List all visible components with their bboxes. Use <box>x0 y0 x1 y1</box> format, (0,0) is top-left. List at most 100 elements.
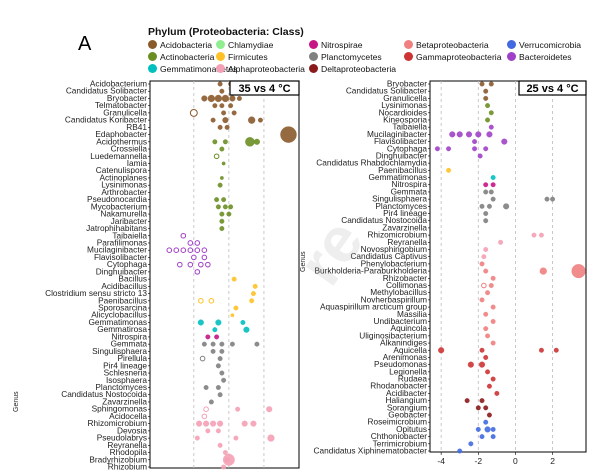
data-point <box>457 448 463 454</box>
panel-letter: A <box>78 33 92 55</box>
legend-item: Gemmatimonadetes <box>148 64 237 74</box>
data-point <box>464 398 470 404</box>
data-point <box>571 264 586 279</box>
data-point <box>222 450 228 455</box>
data-point <box>465 131 473 138</box>
y-tick-label: Luedemannella <box>90 151 147 161</box>
y-tick-label: Gemmata <box>391 186 428 196</box>
y-tick-label: Mucilaginibacter <box>87 245 147 255</box>
data-point <box>194 247 201 254</box>
data-point <box>221 197 227 203</box>
y-tick-label: Opitutus <box>396 424 427 434</box>
data-point <box>219 88 225 94</box>
data-point <box>498 239 504 245</box>
data-point <box>488 110 494 116</box>
data-point <box>219 176 224 180</box>
legend-swatch <box>216 40 225 49</box>
data-point <box>196 420 203 427</box>
y-tick-label: Cytophaga <box>107 259 148 269</box>
y-tick-label: Planctomyces <box>95 382 147 392</box>
data-point <box>488 189 494 195</box>
legend-swatch <box>404 40 413 49</box>
legend-label: Deltaproteobacteria <box>321 64 397 74</box>
data-point <box>215 363 221 369</box>
y-tick-label: Singulisphaera <box>92 346 147 356</box>
y-tick-label: Devosia <box>117 425 147 435</box>
legend-swatch <box>216 64 225 73</box>
y-tick-label: Uliginosibacterium <box>359 330 427 340</box>
y-axis-title-left: Genus <box>13 391 20 412</box>
data-point <box>219 341 225 347</box>
data-point <box>221 464 227 470</box>
data-point <box>486 203 492 209</box>
data-point <box>201 254 208 261</box>
y-tick-label: Rhodopila <box>110 447 148 457</box>
data-point <box>213 153 220 160</box>
y-tick-label: Taibaiella <box>112 230 147 240</box>
y-tick-label: Catenulispora <box>96 165 148 175</box>
data-point <box>490 340 496 346</box>
y-tick-label: Granulicella <box>103 107 147 117</box>
y-tick-label: Candidatus Rhabdochlamydia <box>316 158 427 168</box>
y-tick-label: Candidatus Captivus <box>350 251 427 261</box>
y-tick-label: Nakamurella <box>100 209 147 219</box>
legend-label: Firmicutes <box>228 52 268 62</box>
data-point <box>217 420 224 427</box>
y-tick-label: Pseudolabrys <box>97 433 147 443</box>
data-point <box>483 419 489 425</box>
data-point <box>201 247 208 254</box>
y-tick-label: Granulicella <box>383 93 427 103</box>
data-point <box>205 334 211 340</box>
y-tick-label: Novherbaspirillum <box>361 294 427 304</box>
data-point <box>201 95 208 102</box>
y-tick-label: Mucilaginibacter <box>367 129 427 139</box>
y-tick-label: Acidothermus <box>96 136 147 146</box>
data-point <box>221 161 226 166</box>
y-tick-label: Acidibacillus <box>101 281 147 291</box>
legend-item: Planctomycetes <box>309 52 382 62</box>
y-tick-label: Sporosarcina <box>98 303 147 313</box>
data-point <box>222 204 228 210</box>
data-point <box>215 319 222 326</box>
y-axis-title-right: Genus <box>300 251 307 272</box>
x-tick-label: 2 <box>550 456 555 466</box>
data-point <box>212 103 218 109</box>
data-point <box>240 320 246 325</box>
data-point <box>210 341 216 347</box>
data-point <box>215 204 221 210</box>
legend-item: Verrucomicrobia <box>507 40 581 50</box>
data-point <box>203 385 209 390</box>
data-point <box>248 116 256 124</box>
legend-swatch <box>404 52 413 61</box>
legend-label: Chlamydiae <box>228 40 274 50</box>
data-point <box>449 131 456 138</box>
data-point <box>231 276 237 282</box>
y-tick-label: Undibacterium <box>374 316 428 326</box>
y-tick-label: Clostridium sensu stricto 13 <box>45 288 147 298</box>
y-tick-label: Bryobacter <box>107 93 147 103</box>
y-tick-label: Sphingomonas <box>92 404 147 414</box>
data-point <box>479 434 485 440</box>
y-tick-label: Flavisolibacter <box>94 252 147 262</box>
panel-title-box <box>518 80 587 96</box>
data-point <box>446 167 452 173</box>
data-point <box>485 117 491 123</box>
data-point <box>187 261 194 268</box>
y-tick-label: Lysinimonas <box>381 100 427 110</box>
legend-item: Nitrospirae <box>309 40 363 50</box>
y-tick-label: Edaphobacter <box>95 129 147 139</box>
y-tick-label: Iamia <box>127 158 148 168</box>
data-point <box>483 326 489 332</box>
y-tick-label: Candidatus Nostocoida <box>61 389 147 399</box>
data-point <box>479 261 485 267</box>
legend-swatch <box>148 64 157 73</box>
legend-item: Actinobacteria <box>148 52 214 62</box>
data-point <box>205 261 211 268</box>
y-tick-label: Acidibacter <box>386 388 427 398</box>
legend-label: Bacteroidetes <box>519 52 572 62</box>
y-tick-label: Jatrophihabitans <box>86 223 147 233</box>
data-point <box>488 283 494 288</box>
data-point <box>199 355 206 362</box>
data-point <box>219 348 225 354</box>
